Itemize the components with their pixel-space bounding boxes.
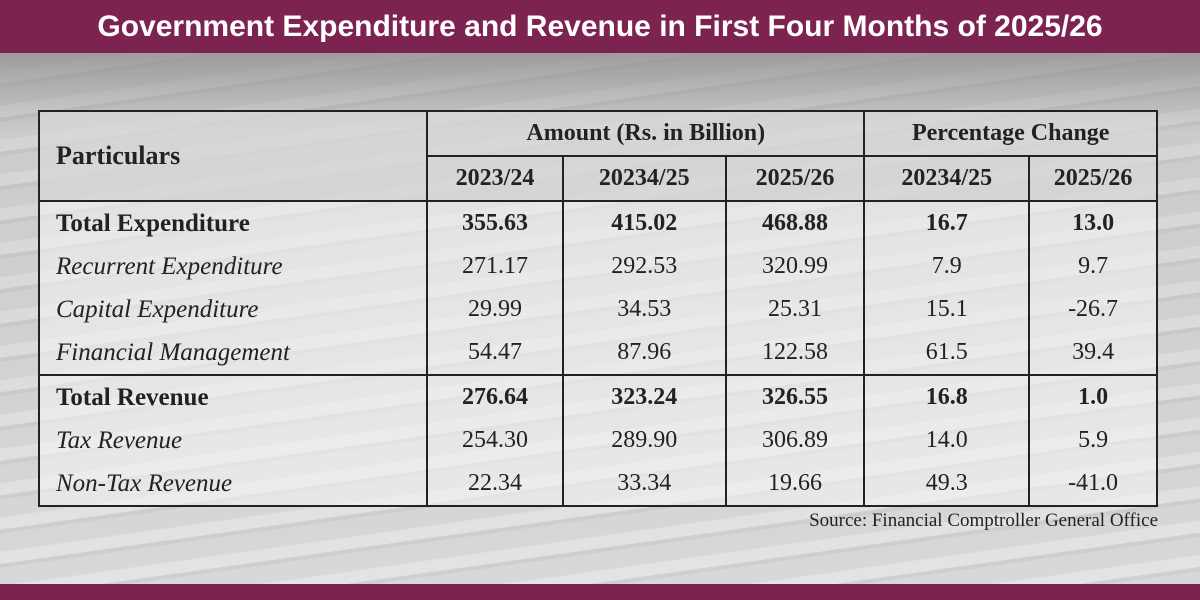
cell-value: 39.4	[1028, 331, 1158, 375]
cell-value: 19.66	[724, 462, 866, 507]
row-label: Recurrent Expenditure	[37, 245, 429, 288]
cell-value: 16.8	[863, 374, 1031, 419]
table-row: Financial Management 54.47 87.96 122.58 61.5…	[37, 331, 1158, 375]
cell-value: 276.64	[426, 374, 564, 419]
cell-value: 320.99	[724, 245, 866, 288]
source-note: Source: Financial Comptroller General Of…	[809, 510, 1158, 531]
header-year: 2025/26	[1028, 155, 1158, 202]
header-year: 2025/26	[724, 155, 866, 202]
cell-value: 13.0	[1028, 200, 1158, 245]
cell-value: 326.55	[724, 374, 866, 419]
row-label: Tax Revenue	[37, 419, 429, 462]
cell-value: 306.89	[724, 419, 866, 462]
cell-value: 7.9	[863, 245, 1031, 288]
cell-value: 54.47	[426, 331, 564, 375]
header-particulars: Particulars	[37, 110, 429, 202]
header-year: 20234/25	[561, 155, 727, 202]
page-title: Government Expenditure and Revenue in Fi…	[97, 10, 1103, 43]
cell-value: 271.17	[426, 245, 564, 288]
cell-value: 87.96	[561, 331, 727, 375]
cell-value: 415.02	[561, 200, 727, 245]
cell-value: 9.7	[1028, 245, 1158, 288]
row-label: Non-Tax Revenue	[37, 462, 429, 507]
cell-value: 1.0	[1028, 374, 1158, 419]
cell-value: 29.99	[426, 288, 564, 331]
cell-value: 468.88	[724, 200, 866, 245]
cell-value: 14.0	[863, 419, 1031, 462]
cell-value: 323.24	[561, 374, 727, 419]
row-label: Capital Expenditure	[37, 288, 429, 331]
cell-value: 355.63	[426, 200, 564, 245]
cell-value: 34.53	[561, 288, 727, 331]
header-year: 20234/25	[863, 155, 1031, 202]
cell-value: -26.7	[1028, 288, 1158, 331]
cell-value: 49.3	[863, 462, 1031, 507]
cell-value: 122.58	[724, 331, 866, 375]
header-percentage-change: Percentage Change	[863, 110, 1158, 157]
cell-value: 292.53	[561, 245, 727, 288]
footer-band	[0, 584, 1200, 600]
table-row: Capital Expenditure 29.99 34.53 25.31 15.1 -2…	[37, 288, 1158, 331]
row-label: Total Expenditure	[37, 200, 429, 245]
title-banner: Government Expenditure and Revenue in Fi…	[0, 0, 1200, 53]
cell-value: 5.9	[1028, 419, 1158, 462]
cell-value: 16.7	[863, 200, 1031, 245]
header-year: 2023/24	[426, 155, 564, 202]
cell-value: 25.31	[724, 288, 866, 331]
table-row: Tax Revenue 254.30 289.90 306.89 14.0 5.9	[37, 419, 1158, 462]
cell-value: 33.34	[561, 462, 727, 507]
table-row: Total Revenue 276.64 323.24 326.55 16.8 1.0	[37, 374, 1158, 419]
cell-value: 254.30	[426, 419, 564, 462]
row-label: Financial Management	[37, 331, 429, 375]
row-label: Total Revenue	[37, 374, 429, 419]
cell-value: 61.5	[863, 331, 1031, 375]
header-amount: Amount (Rs. in Billion)	[426, 110, 866, 157]
table-row: Total Expenditure 355.63 415.02 468.88 16.7 1…	[37, 200, 1158, 245]
cell-value: 22.34	[426, 462, 564, 507]
table-row: Recurrent Expenditure 271.17 292.53 320.99 7…	[37, 245, 1158, 288]
table-row: Non-Tax Revenue 22.34 33.34 19.66 49.3 -41.0	[37, 462, 1158, 507]
cell-value: 289.90	[561, 419, 727, 462]
cell-value: 15.1	[863, 288, 1031, 331]
data-table: Particulars Amount (Rs. in Billion) Perc…	[37, 110, 1158, 507]
cell-value: -41.0	[1028, 462, 1158, 507]
